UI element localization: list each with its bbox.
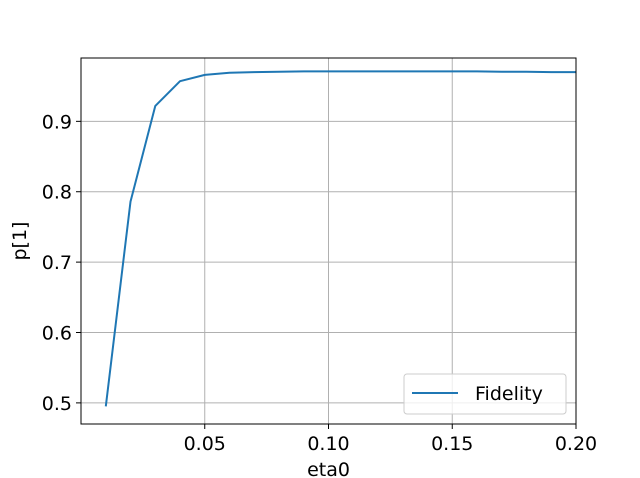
- legend-label-fidelity: Fidelity: [475, 383, 543, 405]
- series-line-fidelity: [104, 70, 576, 407]
- y-tick-label: 0.9: [42, 111, 72, 133]
- y-tick-label: 0.7: [42, 252, 72, 274]
- x-tick-label: 0.15: [431, 433, 473, 455]
- x-tick-label: 0.05: [184, 433, 226, 455]
- y-tick-label: 0.8: [42, 182, 72, 204]
- x-axis-label: eta0: [307, 459, 350, 478]
- x-axis: 0.05 0.10 0.15 0.20: [184, 424, 597, 455]
- x-tick-label: 0.10: [307, 433, 349, 455]
- grid: [81, 58, 577, 424]
- legend: Fidelity: [403, 373, 567, 415]
- y-tick-label: 0.5: [42, 393, 72, 415]
- x-tick-label: 0.20: [555, 433, 597, 455]
- series-layer: [104, 70, 576, 407]
- y-axis: 0.5 0.6 0.7 0.8 0.9: [42, 111, 81, 415]
- y-tick-label: 0.6: [42, 323, 72, 345]
- legend-box: [403, 373, 567, 415]
- y-axis-label: p[1]: [9, 222, 31, 261]
